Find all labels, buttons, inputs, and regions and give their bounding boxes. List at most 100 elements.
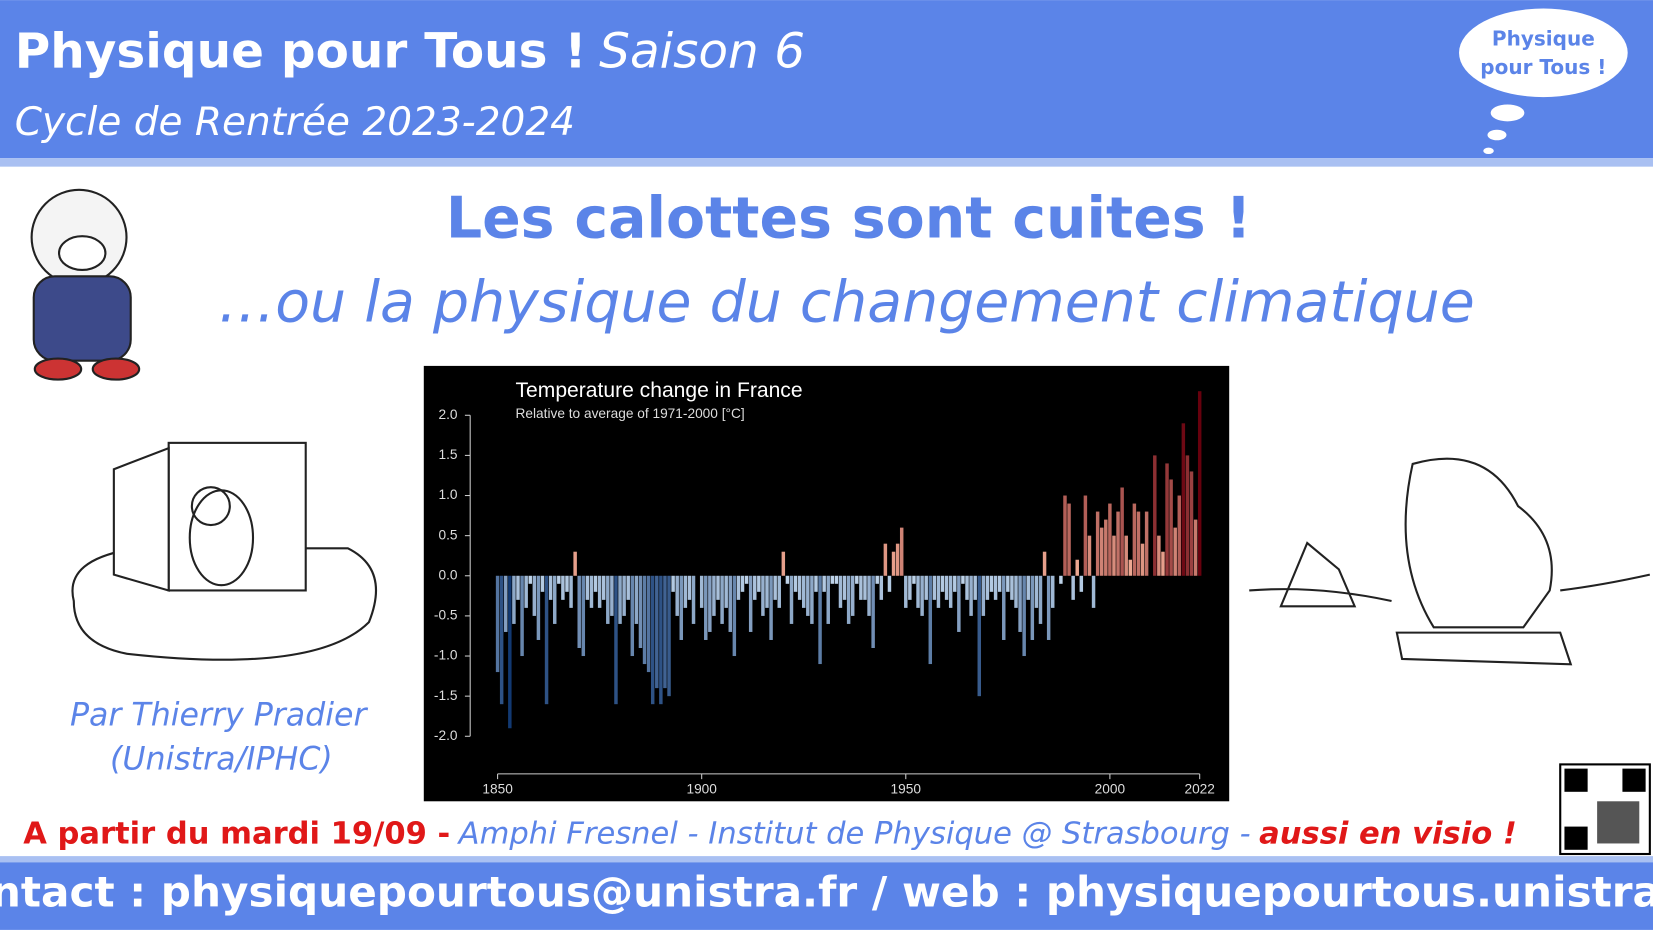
bar [761, 575, 765, 616]
bar [973, 575, 977, 600]
bar [1087, 535, 1092, 576]
bar [1181, 423, 1186, 576]
bar [822, 575, 826, 592]
x-tick-label: 2022 [1184, 781, 1214, 796]
author-affiliation: (Unistra/IPHC) [110, 742, 333, 778]
info-place: Amphi Fresnel - Institut de Physique @ S… [457, 816, 1251, 851]
bar [753, 575, 757, 600]
bar [883, 543, 888, 576]
bar [895, 543, 900, 576]
bar [732, 575, 737, 657]
chart-title: Temperature change in France [516, 379, 803, 402]
bar [561, 575, 565, 600]
bar [1034, 575, 1039, 608]
bar [920, 575, 924, 616]
x-tick-label: 1850 [482, 781, 513, 796]
cloud-dot [1483, 147, 1494, 155]
bar [1026, 575, 1030, 600]
bar [826, 575, 830, 624]
bar [904, 575, 908, 608]
bar [540, 575, 545, 592]
bar [1014, 575, 1018, 608]
bar [977, 575, 981, 697]
bar [1128, 559, 1133, 576]
header-edge [0, 158, 1653, 167]
bar [744, 575, 749, 584]
bar [961, 575, 965, 584]
bar [1189, 471, 1194, 576]
bar [1018, 575, 1022, 632]
footer-band [0, 862, 1653, 930]
bar [781, 551, 786, 576]
bar [728, 575, 732, 632]
bar [626, 575, 630, 600]
bar [912, 575, 916, 584]
author-name: Par Thierry Pradier [70, 697, 369, 733]
bar [1059, 575, 1063, 584]
header-band [0, 0, 1653, 159]
bar [899, 527, 904, 576]
bar [504, 575, 508, 632]
bar [818, 575, 822, 665]
y-tick-label: -0.5 [434, 608, 458, 623]
bar [777, 575, 781, 608]
bar [675, 575, 679, 616]
bar [630, 575, 635, 657]
bar [785, 575, 790, 584]
bar [936, 575, 941, 608]
cloud-dot [1490, 104, 1525, 122]
bar [1124, 535, 1128, 576]
bar [1010, 575, 1014, 600]
bar [544, 575, 549, 705]
cloud-dot [1487, 129, 1507, 141]
bar [875, 575, 879, 584]
series-title: Physique pour Tous ! [15, 24, 587, 80]
qr-code [1559, 763, 1651, 856]
season: Saison 6 [599, 24, 805, 80]
bar [993, 575, 998, 600]
bar [667, 575, 671, 697]
chart-subtitle: Relative to average of 1971-2000 [°C] [516, 406, 745, 421]
bar [928, 575, 933, 665]
bar [810, 575, 814, 624]
header-title: Physique pour Tous ! Saison 6 [15, 24, 805, 80]
bar [1104, 519, 1108, 576]
bar [557, 575, 561, 584]
bar [1002, 575, 1006, 640]
bar [1075, 559, 1079, 576]
bar [1042, 551, 1047, 576]
bar [646, 575, 651, 673]
bar [528, 575, 532, 584]
bar [679, 575, 684, 640]
bar [948, 575, 953, 608]
qr-finder [1622, 768, 1646, 792]
bar [589, 575, 594, 608]
bar [1067, 503, 1071, 576]
bar [724, 575, 728, 608]
bar [1063, 495, 1067, 576]
bar [1083, 495, 1088, 576]
y-tick-label: 2.0 [438, 407, 457, 422]
thought-bubble: Physique pour Tous ! [1459, 8, 1628, 155]
bar [614, 575, 618, 705]
bar [1051, 575, 1055, 608]
bar [569, 575, 573, 608]
cartoon-penguin-fridge [71, 441, 377, 661]
bar [516, 575, 520, 600]
bar [581, 575, 586, 657]
bar [850, 575, 855, 616]
bar [663, 575, 667, 689]
bar [814, 575, 818, 592]
bar [879, 575, 884, 600]
cycle: Cycle de Rentrée 2023-2024 [15, 100, 575, 145]
bar [532, 575, 537, 616]
bar [499, 575, 504, 705]
bar [838, 575, 843, 608]
y-tick-label: 0.0 [438, 567, 457, 582]
bubble-text: pour Tous ! [1480, 55, 1606, 79]
bar [797, 575, 802, 600]
bar [1173, 527, 1177, 576]
bar [1144, 511, 1149, 576]
bar [577, 575, 581, 649]
